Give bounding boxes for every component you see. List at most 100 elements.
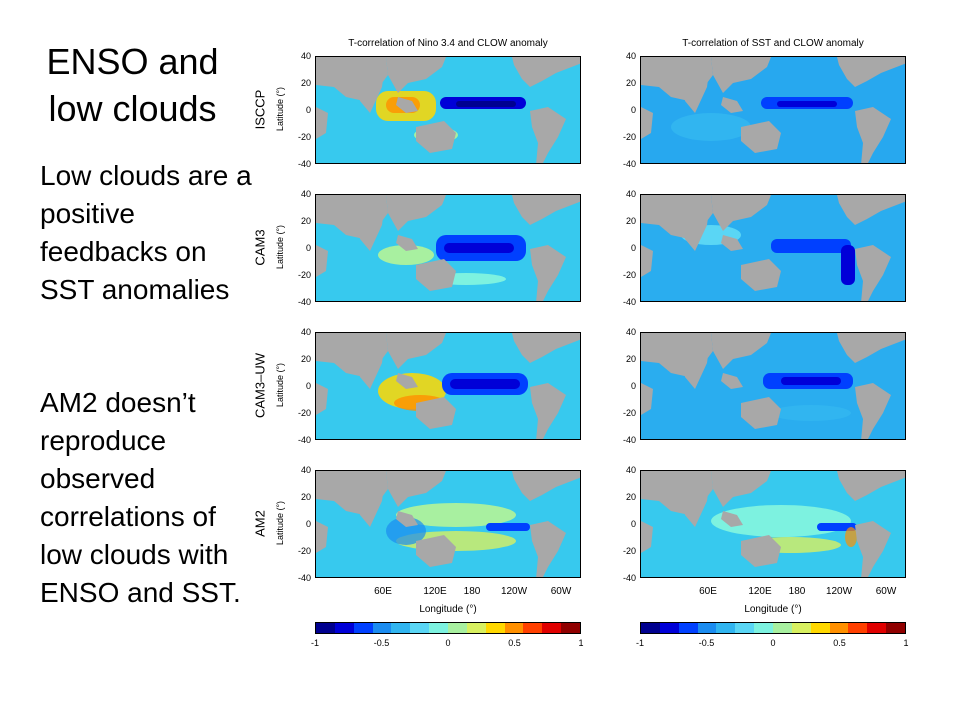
right-colorbar xyxy=(640,622,906,634)
right-longitude-label: Longitude (°) xyxy=(744,604,802,615)
right-xtick: 60E xyxy=(699,586,717,597)
latitude-label: Latitude (°) xyxy=(275,500,285,546)
colorbar-segment xyxy=(867,623,887,633)
right-xtick: 180 xyxy=(788,586,806,597)
colorbar-segment xyxy=(678,623,698,633)
colorbar-segment xyxy=(485,623,505,633)
left-ytick: -20 xyxy=(297,408,311,418)
colorbar-segment xyxy=(697,623,717,633)
left-ytick: 0 xyxy=(305,105,311,115)
left-ytick: 0 xyxy=(305,519,311,529)
colorbar-segment xyxy=(886,623,906,633)
left-colorbar-tick: -1 xyxy=(310,638,319,648)
right-colorbar-tick: -0.5 xyxy=(698,638,715,648)
colorbar-segment xyxy=(429,623,449,633)
bullet-positive-feedback: Low clouds are a positive feedbacks on S… xyxy=(40,160,252,305)
colorbar-segment xyxy=(829,623,849,633)
right-ytick: 20 xyxy=(625,216,636,226)
left-ytick: -20 xyxy=(297,132,311,142)
right-colorbar-tick: -1 xyxy=(635,638,644,648)
colorbar-segment xyxy=(848,623,868,633)
latitude-label: Latitude (°) xyxy=(275,86,285,132)
left-ytick: 40 xyxy=(300,465,311,475)
colorbar-segment xyxy=(523,623,543,633)
left-ytick: -40 xyxy=(297,297,311,307)
colorbar-segment xyxy=(716,623,736,633)
right-colorbar-tick: 0.5 xyxy=(833,638,846,648)
left-ytick: -20 xyxy=(297,270,311,280)
latitude-label: Latitude (°) xyxy=(275,224,285,270)
right-ytick: -40 xyxy=(622,159,636,169)
colorbar-segment xyxy=(334,623,354,633)
left-map-isccp xyxy=(315,56,581,164)
left-colorbar-tick: 0.5 xyxy=(508,638,521,648)
left-map-cam3-uw xyxy=(315,332,581,440)
right-ytick: 40 xyxy=(625,465,636,475)
right-ytick: -40 xyxy=(622,435,636,445)
left-ytick: -40 xyxy=(297,159,311,169)
left-xtick: 120W xyxy=(500,586,528,597)
left-xtick: 60W xyxy=(550,586,572,597)
right-ytick: 0 xyxy=(630,381,636,391)
left-ytick: 0 xyxy=(305,243,311,253)
row-label-am2: AM2 xyxy=(252,510,268,537)
right-ytick: 20 xyxy=(625,78,636,88)
right-xtick: 120E xyxy=(748,586,772,597)
left-colorbar-tick: 0 xyxy=(445,638,451,648)
colorbar-segment xyxy=(561,623,581,633)
colorbar-segment xyxy=(391,623,411,633)
left-ytick: 20 xyxy=(300,354,311,364)
left-colorbar-tick: -0.5 xyxy=(373,638,390,648)
bullet-am2-correlations: AM2 doesn’t reproduce observed correlati… xyxy=(40,387,241,608)
left-ytick: -40 xyxy=(297,435,311,445)
colorbar-segment xyxy=(659,623,679,633)
left-xtick: 60E xyxy=(374,586,392,597)
right-colorbar-tick: 1 xyxy=(903,638,909,648)
right-ytick: -40 xyxy=(622,573,636,583)
latitude-label: Latitude (°) xyxy=(275,362,285,408)
left-ytick: 0 xyxy=(305,381,311,391)
colorbar-segment xyxy=(410,623,430,633)
slide-title: ENSO and low clouds xyxy=(46,41,219,129)
right-ytick: -20 xyxy=(622,270,636,280)
right-ytick: -20 xyxy=(622,546,636,556)
colorbar-segment xyxy=(466,623,486,633)
left-ytick: 40 xyxy=(300,189,311,199)
right-ytick: 40 xyxy=(625,189,636,199)
left-ytick: -40 xyxy=(297,573,311,583)
colorbar-segment xyxy=(735,623,755,633)
left-map-am2 xyxy=(315,470,581,578)
left-ytick: 40 xyxy=(300,327,311,337)
left-ytick: 20 xyxy=(300,78,311,88)
left-colorbar xyxy=(315,622,581,634)
left-colorbar-tick: 1 xyxy=(578,638,584,648)
right-ytick: 20 xyxy=(625,492,636,502)
right-colorbar-tick: 0 xyxy=(770,638,776,648)
right-ytick: -40 xyxy=(622,297,636,307)
colorbar-segment xyxy=(641,623,660,633)
left-ytick: -20 xyxy=(297,546,311,556)
colorbar-segment xyxy=(353,623,373,633)
right-xtick: 120W xyxy=(825,586,853,597)
left-xtick: 180 xyxy=(463,586,481,597)
left-ytick: 20 xyxy=(300,216,311,226)
row-label-cam3-uw: CAM3–UW xyxy=(252,353,268,419)
right-column-title: T-correlation of SST and CLOW anomaly xyxy=(682,38,864,49)
right-xtick: 60W xyxy=(875,586,897,597)
right-ytick: 0 xyxy=(630,243,636,253)
row-label-isccp: ISCCP xyxy=(252,89,268,130)
colorbar-segment xyxy=(504,623,524,633)
colorbar-segment xyxy=(791,623,811,633)
right-ytick: 0 xyxy=(630,519,636,529)
colorbar-segment xyxy=(316,623,335,633)
colorbar-segment xyxy=(372,623,392,633)
right-map-cam3-uw xyxy=(640,332,906,440)
right-ytick: 0 xyxy=(630,105,636,115)
left-ytick: 20 xyxy=(300,492,311,502)
left-map-cam3 xyxy=(315,194,581,302)
right-map-isccp xyxy=(640,56,906,164)
left-xtick: 120E xyxy=(423,586,447,597)
colorbar-segment xyxy=(542,623,562,633)
right-ytick: -20 xyxy=(622,132,636,142)
row-label-cam3: CAM3 xyxy=(252,229,268,266)
